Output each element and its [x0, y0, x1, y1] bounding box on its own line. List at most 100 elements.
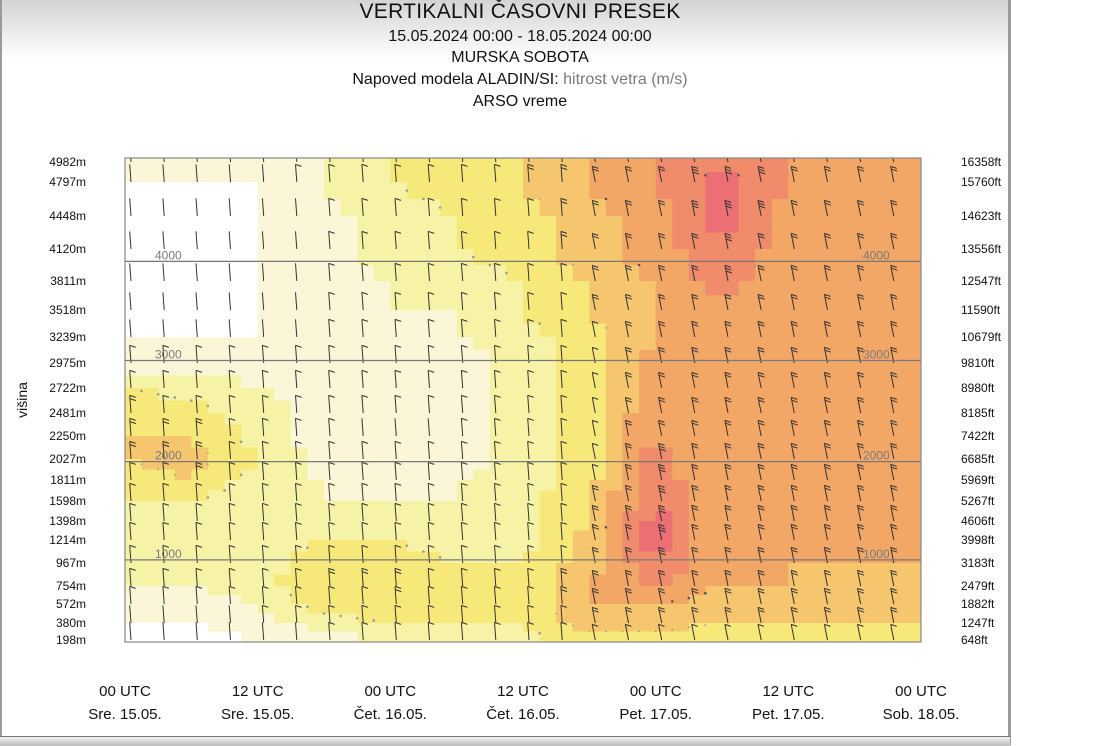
speed-cell — [804, 172, 823, 183]
speed-cell — [871, 310, 889, 325]
speed-cell — [290, 295, 308, 311]
speed-cell — [207, 595, 226, 605]
wind-barb — [857, 623, 864, 641]
speed-cell — [605, 574, 624, 587]
speed-cell — [174, 216, 192, 234]
speed-cell — [423, 613, 441, 624]
wind-barb — [527, 482, 534, 502]
wind-barb-feather — [824, 445, 832, 449]
speed-cell — [423, 172, 441, 183]
wind-barb-feather — [328, 585, 335, 589]
speed-cell — [639, 490, 657, 502]
speed-cell — [821, 490, 839, 502]
wind-barb-staff — [724, 570, 729, 587]
wind-barb-feather — [858, 146, 864, 148]
speed-cell — [854, 501, 872, 512]
speed-cell — [887, 295, 905, 311]
speed-cell — [871, 586, 889, 596]
speed-cell — [904, 530, 921, 541]
speed-cell — [722, 424, 740, 437]
wind-barb-feather — [857, 399, 865, 403]
isotach-point — [754, 264, 757, 266]
wind-barb-feather — [691, 523, 698, 527]
wind-barb-staff — [361, 231, 364, 250]
wind-barb-feather — [924, 397, 930, 399]
isotach-point — [671, 628, 674, 631]
speed-cell — [141, 375, 159, 389]
wind-barb-staff — [295, 231, 298, 250]
speed-cell — [340, 540, 358, 553]
speed-cell — [523, 172, 541, 183]
speed-cell — [605, 172, 624, 183]
speed-cell — [572, 613, 590, 624]
wind-barb — [527, 197, 534, 217]
wind-barb-feather — [560, 234, 568, 238]
wind-barb-feather — [295, 604, 302, 608]
wind-barb-feather — [625, 346, 632, 350]
speed-cell — [904, 216, 921, 234]
wind-barb-feather — [625, 165, 632, 169]
speed-cell — [605, 540, 624, 553]
speed-cell — [473, 586, 491, 596]
wind-barb — [757, 569, 765, 587]
wind-barb — [495, 158, 497, 163]
wind-barb-feather — [162, 440, 170, 444]
speed-cell — [390, 413, 408, 426]
speed-cell — [324, 631, 342, 642]
speed-cell — [639, 604, 657, 615]
height-label-ft: 3183ft — [961, 556, 995, 570]
isotach-point — [704, 624, 707, 626]
speed-cell — [506, 480, 524, 492]
speed-cell — [705, 447, 723, 460]
speed-cell — [904, 480, 921, 492]
speed-cell — [572, 375, 590, 389]
wind-barb — [757, 606, 765, 624]
speed-cell — [771, 388, 789, 402]
chart-source: ARSO vreme — [472, 93, 568, 110]
speed-cell — [373, 459, 391, 471]
wind-barb — [790, 396, 798, 414]
speed-cell — [672, 551, 690, 564]
wind-barb — [494, 163, 501, 183]
isotach-point — [156, 393, 160, 396]
wind-barb-staff — [724, 485, 729, 502]
wind-barb — [528, 158, 530, 163]
speed-cell — [357, 530, 375, 541]
wind-barb — [724, 606, 732, 624]
wind-barb-feather — [924, 236, 930, 238]
wind-barb-feather — [791, 504, 798, 508]
wind-barb — [527, 502, 534, 522]
wind-barb-feather — [560, 163, 568, 167]
speed-cell — [489, 232, 507, 250]
wind-barb-feather — [857, 463, 864, 467]
wind-barb-feather — [527, 262, 534, 266]
speed-cell — [357, 604, 375, 615]
wind-barb-feather — [692, 445, 699, 449]
wind-barb-staff — [790, 485, 795, 502]
speed-cell — [191, 337, 209, 351]
speed-cell — [572, 623, 590, 633]
wind-barb-feather — [494, 521, 501, 525]
wind-barb-feather — [494, 604, 501, 608]
wind-barb — [724, 419, 732, 437]
speed-cell — [556, 350, 574, 364]
height-label-m: 1214m — [49, 533, 86, 547]
speed-cell — [821, 511, 839, 522]
wind-barb-feather — [791, 349, 798, 353]
speed-cell — [141, 574, 159, 587]
speed-cell — [854, 459, 872, 471]
wind-barb-staff — [560, 292, 563, 311]
wind-barb — [757, 523, 765, 541]
wind-barb — [790, 165, 798, 183]
wind-barb-feather — [461, 417, 468, 421]
speed-cell — [440, 551, 458, 564]
speed-cell — [290, 281, 308, 297]
wind-barb-feather — [924, 588, 930, 590]
speed-cell — [473, 363, 491, 377]
speed-cell — [738, 604, 756, 615]
wind-barb-feather — [924, 400, 930, 402]
speed-cell — [605, 424, 624, 437]
wind-barb — [560, 230, 568, 250]
speed-cell — [324, 323, 342, 338]
wind-barb — [890, 523, 898, 541]
